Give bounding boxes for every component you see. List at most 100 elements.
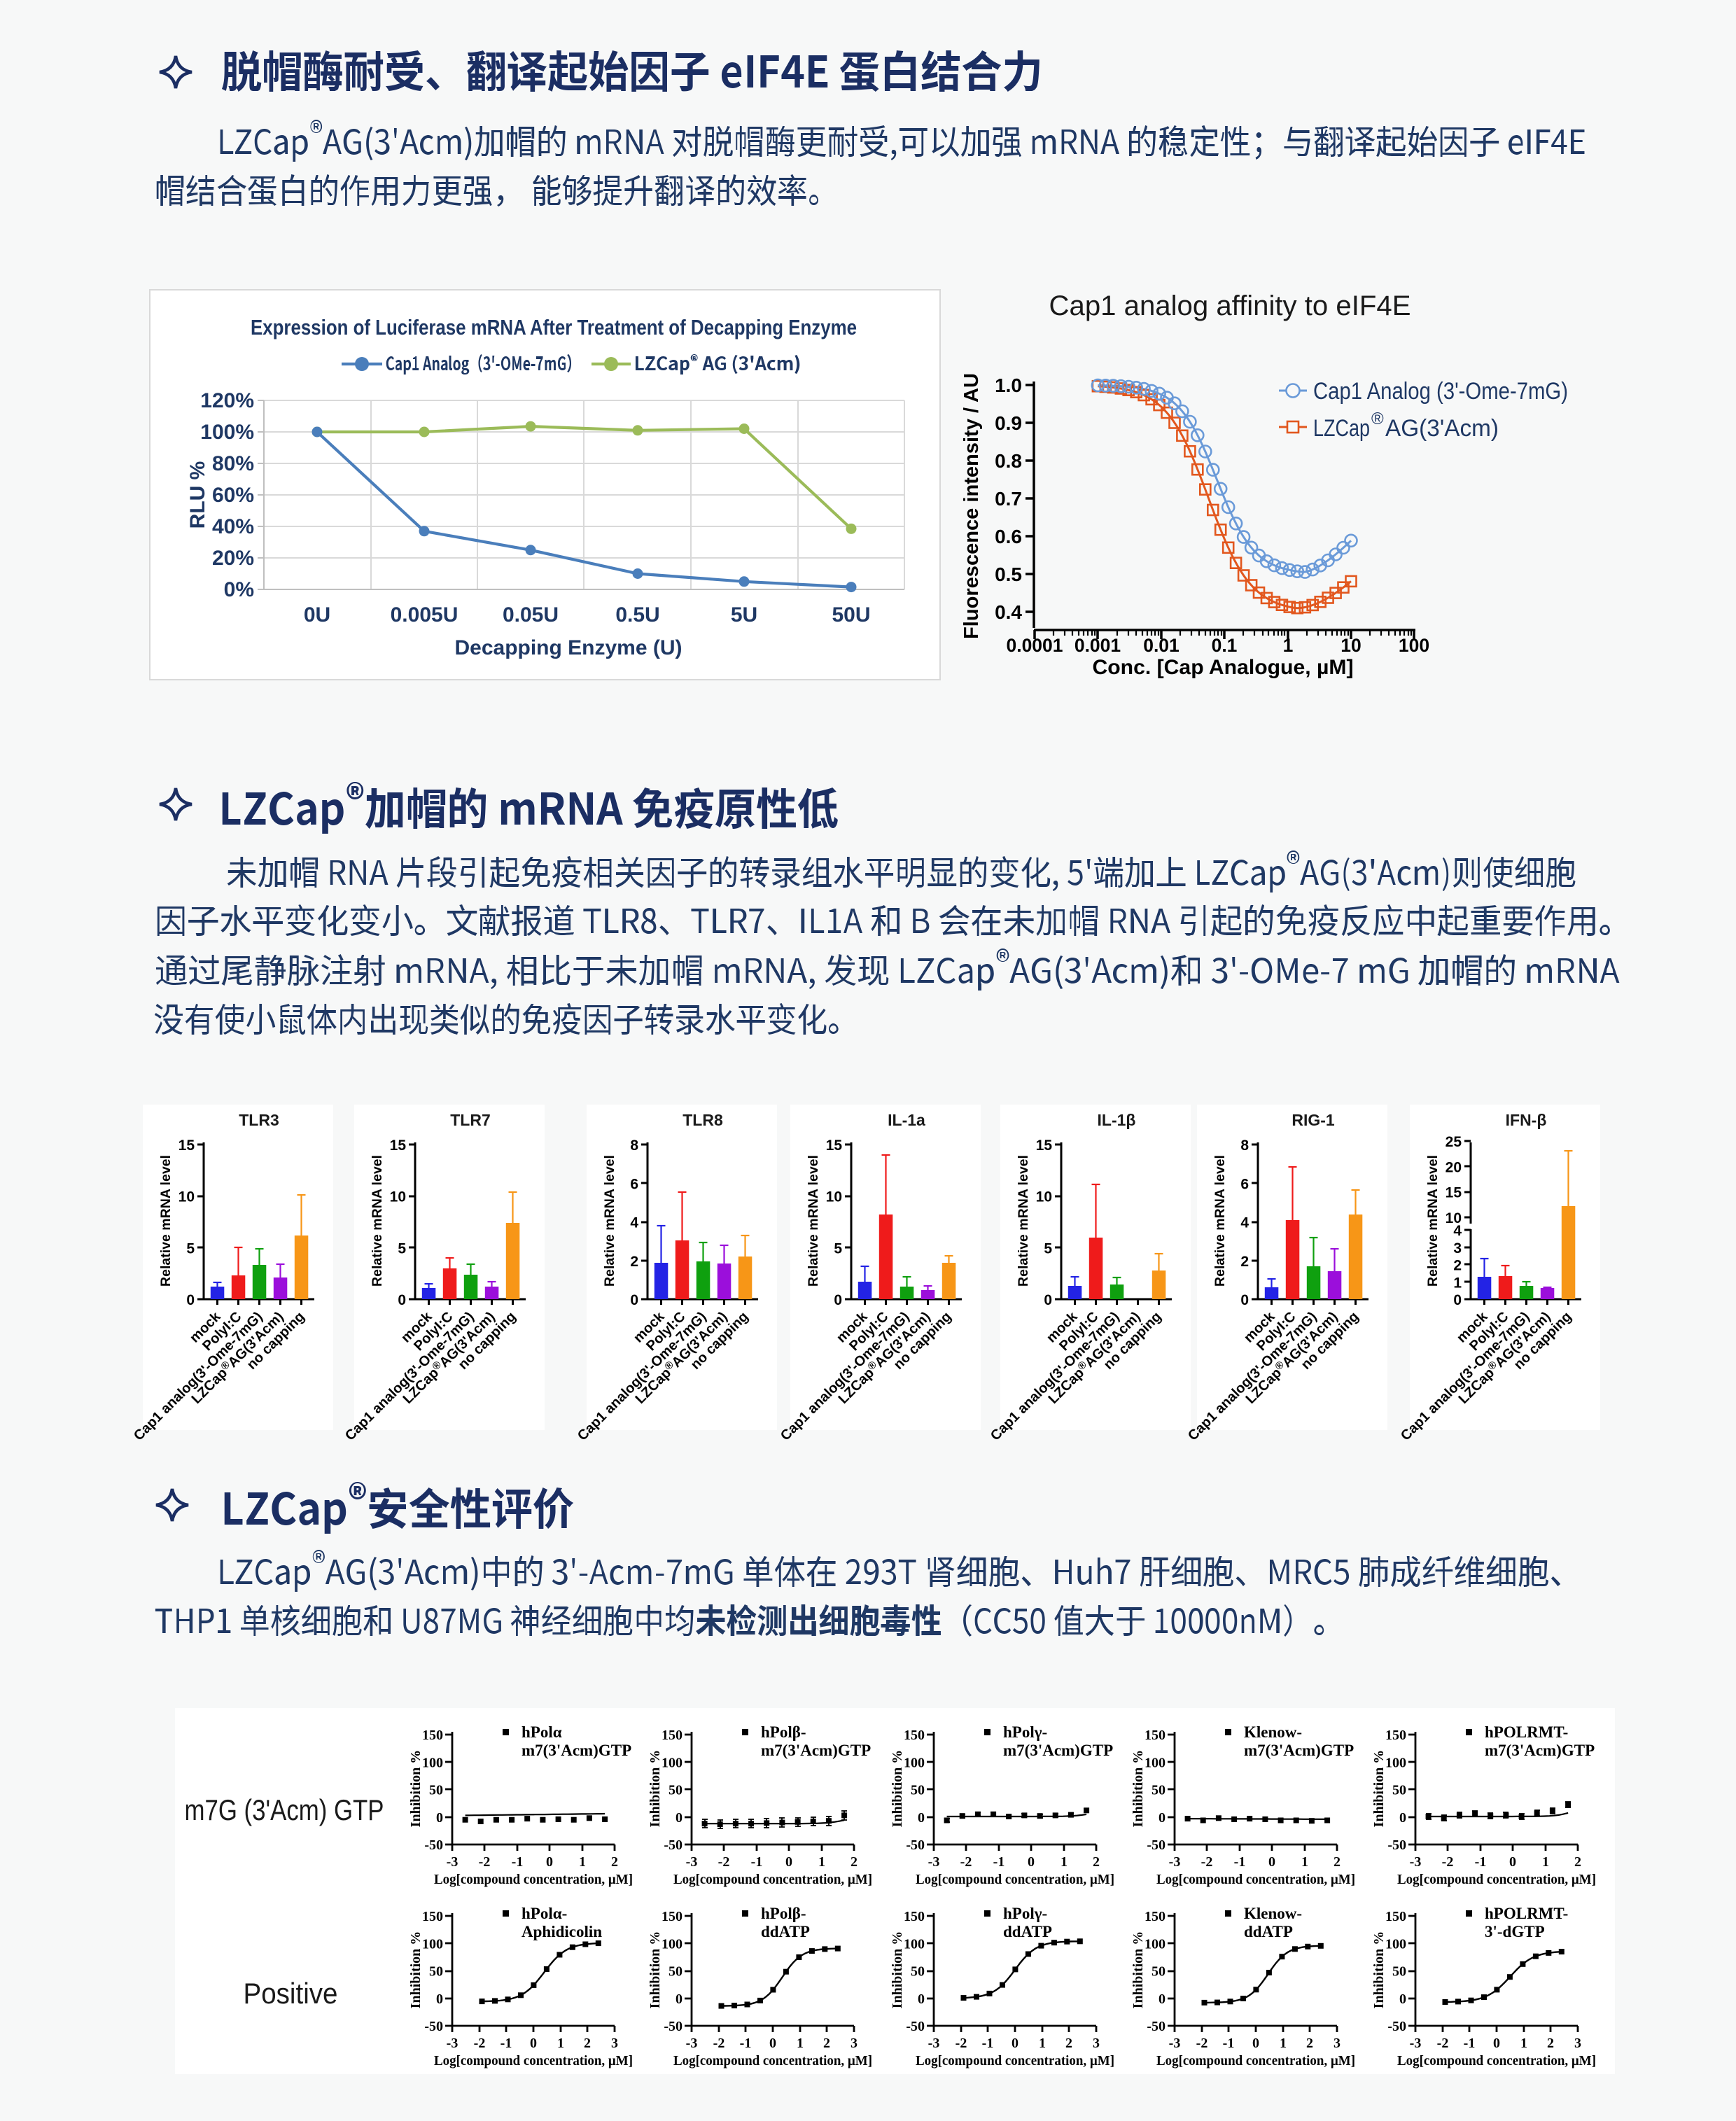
- svg-text:TLR7: TLR7: [450, 1111, 491, 1129]
- svg-text:15: 15: [390, 1138, 407, 1154]
- svg-text:10: 10: [1340, 635, 1361, 656]
- svg-text:2: 2: [1065, 2036, 1072, 2051]
- svg-text:50: 50: [668, 1964, 682, 1980]
- svg-text:3: 3: [611, 2036, 618, 2051]
- svg-text:Inhibition %: Inhibition %: [648, 1750, 663, 1828]
- svg-text:IFN-β: IFN-β: [1506, 1111, 1547, 1129]
- svg-text:-50: -50: [664, 1837, 682, 1853]
- svg-text:TLR3: TLR3: [239, 1111, 279, 1129]
- svg-text:-1: -1: [1475, 1854, 1487, 1870]
- svg-text:100: 100: [1399, 635, 1429, 656]
- svg-text:hPolβ-: hPolβ-: [761, 1905, 806, 1922]
- svg-text:IL-1β: IL-1β: [1098, 1111, 1136, 1129]
- svg-text:1: 1: [1301, 1854, 1308, 1870]
- svg-text:Cap1 Analog (3'-Ome-7mG): Cap1 Analog (3'-Ome-7mG): [1313, 378, 1568, 405]
- svg-text:15: 15: [178, 1138, 195, 1154]
- svg-text:1: 1: [1283, 635, 1294, 656]
- svg-text:150: 150: [904, 1909, 925, 1924]
- svg-text:2: 2: [1547, 2036, 1554, 2051]
- svg-text:1: 1: [1520, 2036, 1527, 2051]
- svg-text:0: 0: [436, 1810, 443, 1826]
- svg-text:-3: -3: [686, 1854, 698, 1870]
- svg-text:-3: -3: [1169, 1854, 1181, 1870]
- svg-text:2: 2: [1574, 1854, 1581, 1870]
- svg-text:-2: -2: [718, 1854, 730, 1870]
- svg-text:0: 0: [1268, 1854, 1275, 1870]
- svg-text:2: 2: [1306, 2036, 1313, 2051]
- svg-text:Inhibition %: Inhibition %: [1371, 1931, 1387, 2009]
- svg-text:0%: 0%: [224, 578, 254, 601]
- svg-text:50: 50: [668, 1783, 682, 1798]
- svg-text:15: 15: [1446, 1185, 1462, 1201]
- svg-text:Log[compound concentration, µM: Log[compound concentration, µM]: [1156, 1872, 1355, 1887]
- svg-text:1: 1: [1453, 1275, 1462, 1291]
- svg-text:100%: 100%: [200, 421, 254, 444]
- svg-text:Log[compound concentration, µM: Log[compound concentration, µM]: [673, 2053, 872, 2068]
- svg-text:50: 50: [1152, 1783, 1166, 1798]
- svg-text:0: 0: [398, 1292, 406, 1308]
- svg-text:2: 2: [630, 1254, 638, 1270]
- svg-text:m7(3'Acm)GTP: m7(3'Acm)GTP: [1485, 1742, 1595, 1759]
- svg-text:Log[compound concentration, µM: Log[compound concentration, µM]: [916, 2053, 1114, 2068]
- svg-text:-2: -2: [1442, 1854, 1454, 1870]
- svg-text:50: 50: [1152, 1964, 1166, 1980]
- svg-text:-1: -1: [1464, 2036, 1476, 2051]
- svg-text:25: 25: [1446, 1134, 1462, 1150]
- svg-text:Log[compound concentration, µM: Log[compound concentration, µM]: [434, 2053, 633, 2068]
- svg-text:-1: -1: [1234, 1854, 1246, 1870]
- svg-text:Relative mRNA level: Relative mRNA level: [806, 1155, 821, 1287]
- svg-text:100: 100: [422, 1936, 443, 1952]
- svg-text:hPOLRMT-: hPOLRMT-: [1485, 1723, 1568, 1741]
- svg-text:0: 0: [546, 1854, 553, 1870]
- svg-text:m7(3'Acm)GTP: m7(3'Acm)GTP: [761, 1742, 871, 1759]
- svg-text:2: 2: [1240, 1254, 1249, 1270]
- svg-text:0: 0: [676, 1810, 682, 1826]
- svg-text:6: 6: [1240, 1176, 1249, 1192]
- svg-text:40%: 40%: [212, 515, 254, 538]
- svg-text:0.8: 0.8: [995, 450, 1022, 472]
- svg-text:®: ®: [1371, 410, 1384, 428]
- svg-text:0: 0: [1158, 1991, 1166, 2007]
- svg-text:50: 50: [429, 1783, 443, 1798]
- svg-text:Log[compound concentration, µM: Log[compound concentration, µM]: [1397, 1872, 1596, 1887]
- svg-text:-3: -3: [1410, 1854, 1422, 1870]
- svg-text:2: 2: [1453, 1258, 1462, 1274]
- svg-text:50: 50: [1392, 1783, 1406, 1798]
- svg-text:-3: -3: [928, 2036, 940, 2051]
- svg-text:Inhibition %: Inhibition %: [1371, 1750, 1387, 1828]
- svg-text:RIG-1: RIG-1: [1292, 1111, 1335, 1129]
- svg-text:Inhibition %: Inhibition %: [1130, 1931, 1146, 2009]
- svg-text:0: 0: [1453, 1292, 1462, 1308]
- svg-text:0: 0: [918, 1991, 925, 2007]
- svg-text:-50: -50: [1387, 2019, 1406, 2034]
- svg-text:5: 5: [834, 1240, 842, 1256]
- svg-text:0: 0: [785, 1854, 792, 1870]
- svg-text:m7(3'Acm)GTP: m7(3'Acm)GTP: [522, 1742, 631, 1759]
- svg-text:RLU %: RLU %: [186, 461, 209, 529]
- svg-text:0: 0: [1240, 1292, 1249, 1308]
- svg-text:0: 0: [918, 1810, 925, 1826]
- svg-text:150: 150: [662, 1909, 682, 1924]
- svg-text:hPolγ-: hPolγ-: [1003, 1905, 1047, 1922]
- svg-text:Positive: Positive: [244, 1977, 338, 2010]
- svg-text:10: 10: [178, 1189, 195, 1205]
- svg-text:0: 0: [630, 1292, 638, 1308]
- svg-text:-50: -50: [424, 2019, 443, 2034]
- svg-text:Inhibition %: Inhibition %: [890, 1931, 905, 2009]
- svg-text:0: 0: [769, 2036, 776, 2051]
- svg-text:0: 0: [676, 1991, 682, 2007]
- svg-text:8: 8: [1240, 1138, 1249, 1154]
- svg-text:Relative mRNA level: Relative mRNA level: [602, 1155, 617, 1287]
- svg-text:10: 10: [826, 1189, 842, 1205]
- svg-text:0.05U: 0.05U: [503, 603, 559, 626]
- svg-text:100: 100: [904, 1755, 925, 1770]
- svg-text:0.1: 0.1: [1212, 635, 1238, 656]
- svg-text:-3: -3: [1169, 2036, 1181, 2051]
- svg-text:0: 0: [1509, 1854, 1516, 1870]
- svg-text:Log[compound concentration, µM: Log[compound concentration, µM]: [1397, 2053, 1596, 2068]
- svg-text:Inhibition %: Inhibition %: [408, 1931, 424, 2009]
- svg-text:0.5U: 0.5U: [615, 603, 659, 626]
- svg-text:150: 150: [422, 1909, 443, 1924]
- svg-text:10: 10: [1446, 1210, 1462, 1226]
- svg-text:150: 150: [904, 1728, 925, 1743]
